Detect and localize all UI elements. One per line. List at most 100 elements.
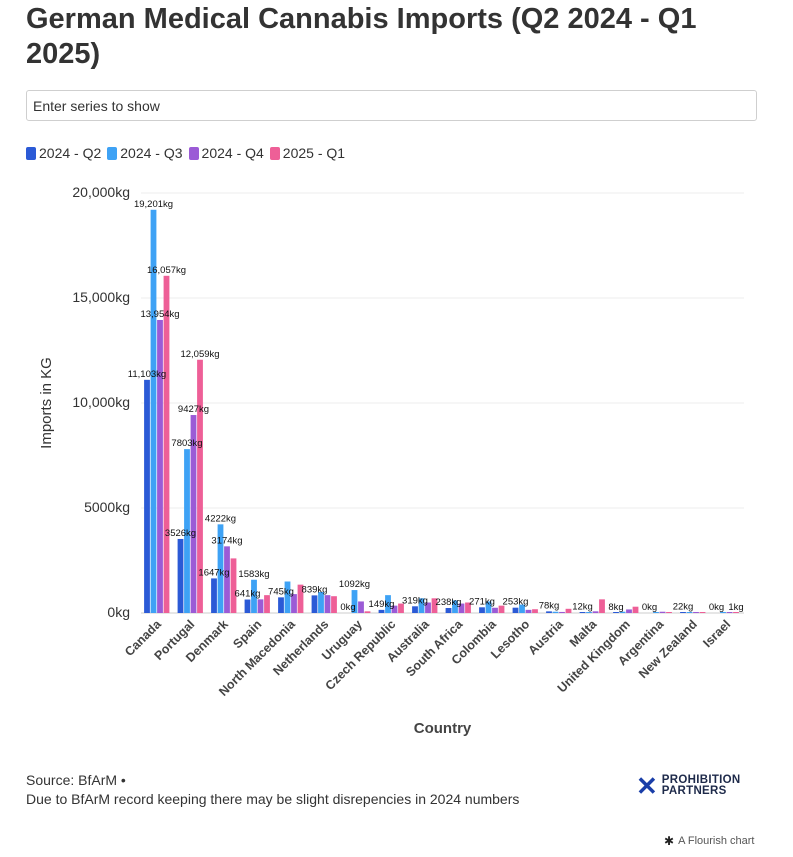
data-label: 271kg: [469, 596, 495, 607]
bar-2024-Q4-austria: [559, 611, 565, 613]
data-label: 319kg: [402, 595, 428, 606]
bar-2024-Q3-canada: [150, 209, 157, 613]
bar-2024-Q3-czech-republic: [385, 595, 391, 613]
y-tick-label: 20,000kg: [72, 184, 130, 200]
data-label: 839kg: [302, 584, 328, 595]
data-label: 16,057kg: [147, 265, 186, 276]
bar-2024-Q3-uruguay: [351, 590, 358, 613]
bar-2024-Q2-lesotho: [512, 607, 519, 613]
bar-2024-Q4-portugal: [190, 415, 197, 613]
data-label: 1092kg: [339, 579, 370, 590]
bar-2024-Q4-new-zealand: [693, 612, 699, 613]
bar-2024-Q2-malta: [579, 612, 586, 613]
y-axis-title: Imports in KG: [38, 357, 55, 449]
bar-2024-Q3-colombia: [485, 601, 492, 613]
legend-item-2024-q4[interactable]: 2024 - Q4: [188, 145, 264, 161]
bar-2024-Q3-lesotho: [519, 604, 525, 613]
bar-2025-Q1-spain: [264, 595, 270, 613]
bar-2024-Q4-united-kingdom: [626, 609, 632, 613]
bar-2025-Q1-lesotho: [532, 609, 538, 613]
y-tick-label: 15,000kg: [72, 289, 130, 305]
bar-2024-Q2-colombia: [479, 607, 485, 613]
source-note: Due to BfArM record keeping there may be…: [26, 791, 520, 807]
data-label: 745kg: [268, 586, 294, 597]
data-label: 0kg: [709, 602, 724, 613]
bar-2025-Q1-argentina: [666, 612, 672, 613]
legend-label: 2024 - Q3: [120, 145, 183, 161]
legend-item-2025-q1[interactable]: 2025 - Q1: [269, 145, 346, 161]
data-label: 9427kg: [178, 404, 209, 415]
bar-2025-Q1-australia: [431, 598, 438, 613]
data-label: 12kg: [572, 602, 593, 613]
bar-2025-Q1-austria: [565, 608, 572, 613]
bar-2024-Q2-czech-republic: [378, 609, 385, 613]
data-label: 78kg: [539, 600, 560, 611]
bar-2024-Q2-new-zealand: [680, 612, 686, 613]
bar-2025-Q1-south-africa: [465, 602, 471, 613]
data-label: 7803kg: [171, 438, 202, 449]
data-label: 0kg: [340, 602, 355, 613]
data-label: 19,201kg: [134, 199, 173, 210]
bar-2024-Q4-south-africa: [458, 603, 465, 613]
bar-2025-Q1-new-zealand: [699, 612, 706, 613]
bar-2025-Q1-portugal: [197, 359, 203, 613]
legend-item-2024-q2[interactable]: 2024 - Q2: [26, 145, 101, 161]
source-text: Source: BfArM •: [26, 772, 126, 788]
bar-2024-Q4-czech-republic: [391, 605, 398, 613]
bar-2024-Q2-canada: [144, 379, 150, 613]
bar-2025-Q1-denmark: [230, 558, 237, 613]
data-label: 13,954kg: [140, 309, 179, 320]
bar-chart: 0kg 5000kg 10,000kg 15,000kg 20,000kg Imports…: [38, 184, 744, 737]
bar-2024-Q2-denmark: [211, 578, 217, 613]
y-tick-label: 5000kg: [84, 499, 130, 515]
bar-2024-Q4-lesotho: [525, 609, 532, 613]
data-label: 3526kg: [165, 528, 196, 539]
bar-2024-Q3-malta: [586, 612, 592, 613]
data-label: 22kg: [673, 602, 694, 613]
bar-2025-Q1-malta: [599, 599, 605, 613]
brand-wordmark: PROHIBITION PARTNERS: [661, 774, 741, 797]
series-search-input[interactable]: [26, 90, 757, 121]
data-label: 3174kg: [211, 535, 242, 546]
bar-2024-Q2-netherlands: [311, 595, 318, 613]
bar-2024-Q3-australia: [418, 598, 425, 613]
bar-2024-Q3-netherlands: [318, 592, 324, 613]
bar-2024-Q4-argentina: [659, 611, 666, 613]
bar-2025-Q1-netherlands: [331, 596, 337, 613]
bar-2024-Q4-netherlands: [324, 595, 331, 613]
data-label: 11,103kg: [128, 369, 166, 380]
bar-2024-Q3-north-macedonia: [284, 581, 291, 613]
bar-2024-Q4-spain: [257, 599, 264, 613]
bar-2024-Q2-united-kingdom: [613, 612, 619, 613]
legend-label: 2024 - Q4: [201, 145, 264, 161]
bar-2025-Q1-colombia: [498, 605, 505, 613]
bar-2024-Q3-united-kingdom: [619, 611, 626, 613]
legend-label: 2025 - Q1: [282, 145, 346, 161]
flourish-icon: ✱: [664, 834, 675, 848]
y-tick-label: 10,000kg: [72, 394, 130, 410]
data-label: 8kg: [608, 602, 623, 613]
x-axis-title: Country: [414, 720, 472, 737]
data-label: 641kg: [235, 589, 261, 600]
bar-2024-Q3-denmark: [217, 524, 224, 613]
legend-item-2024-q3[interactable]: 2024 - Q3: [107, 145, 183, 161]
legend-swatch: [188, 146, 199, 160]
flourish-credit[interactable]: ✱ A Flourish chart: [664, 834, 754, 848]
x-tick-label: Austria: [526, 616, 567, 657]
brand-line-2: PARTNERS: [661, 785, 727, 797]
bar-2025-Q1-czech-republic: [398, 603, 404, 613]
data-label: 1kg: [728, 602, 743, 613]
legend-label: 2024 - Q2: [39, 145, 102, 161]
bar-2024-Q4-uruguay: [358, 601, 364, 613]
bar-2024-Q3-israel: [720, 612, 726, 613]
footer-source: Source: BfArM • Due to BfArM record keep…: [26, 771, 519, 809]
legend-swatch: [269, 146, 280, 160]
bar-2024-Q3-south-africa: [452, 600, 458, 613]
brand-line-1: PROHIBITION: [661, 774, 741, 786]
flourish-label: A Flourish chart: [678, 835, 755, 847]
bar-2024-Q4-north-macedonia: [291, 594, 297, 613]
bar-2024-Q4-australia: [425, 602, 431, 613]
data-label: 1583kg: [238, 569, 269, 580]
bar-2024-Q2-spain: [244, 599, 251, 613]
prohibition-partners-logo[interactable]: ✕ PROHIBITION PARTNERS: [636, 773, 741, 799]
